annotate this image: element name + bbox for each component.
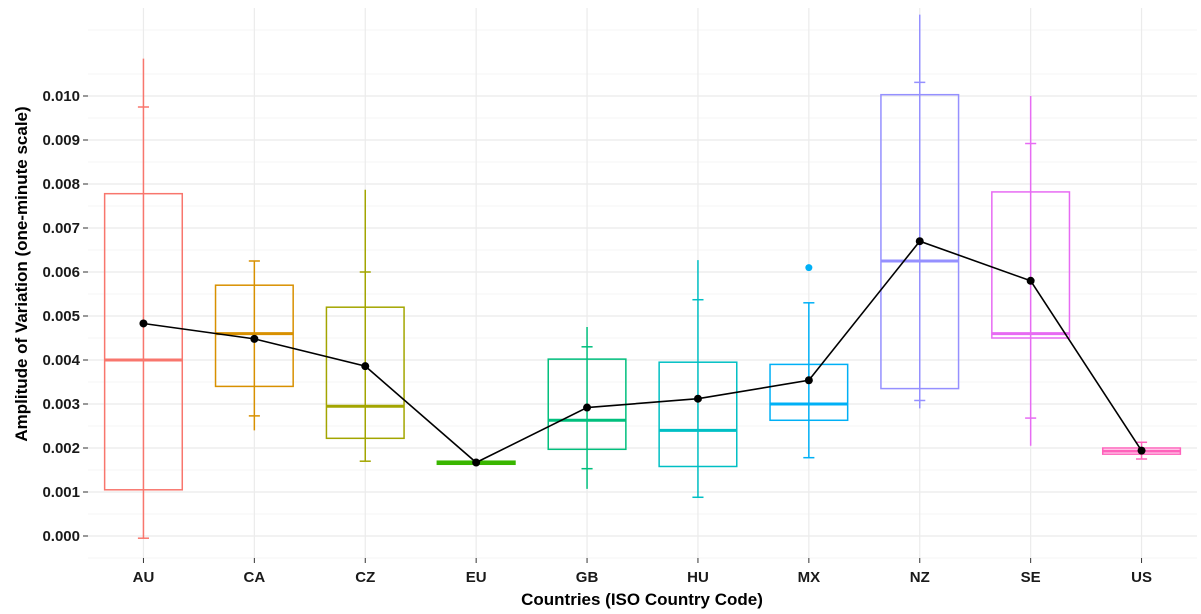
- x-tick-label: AU: [133, 569, 155, 586]
- y-tick-label: 0.010: [42, 88, 80, 105]
- y-tick-label: 0.001: [42, 484, 80, 501]
- box-mx: [769, 264, 849, 459]
- box-rect: [325, 306, 405, 440]
- y-tick-label: 0.007: [42, 220, 80, 237]
- box-rect: [769, 363, 849, 422]
- mean-point: [139, 319, 148, 328]
- y-tick-label: 0.004: [42, 352, 80, 369]
- mean-point: [361, 362, 370, 371]
- x-tick-label: US: [1131, 569, 1152, 586]
- box-hu: [658, 260, 738, 499]
- box-nz: [880, 14, 960, 409]
- box-se: [991, 96, 1071, 446]
- y-tick-label: 0.002: [42, 440, 80, 457]
- box-rect: [103, 192, 184, 491]
- mean-point: [1137, 446, 1146, 455]
- y-tick-label: 0.000: [42, 528, 80, 545]
- x-axis-title: Countries (ISO Country Code): [521, 590, 763, 609]
- boxes: [103, 14, 1182, 539]
- y-tick-label: 0.009: [42, 132, 80, 149]
- box-rect: [214, 284, 294, 388]
- box-cz: [325, 189, 405, 462]
- box-rect: [991, 191, 1071, 339]
- y-axis-title: Amplitude of Variation (one-minute scale…: [12, 106, 31, 441]
- mean-point: [1026, 276, 1035, 285]
- x-tick-label: SE: [1021, 569, 1041, 586]
- mean-line: [143, 240, 1143, 464]
- y-tick-label: 0.005: [42, 308, 80, 325]
- mean-point: [693, 394, 702, 403]
- x-tick-label: HU: [687, 569, 709, 586]
- x-tick-label: NZ: [910, 569, 930, 586]
- mean-point: [472, 458, 481, 467]
- mean-point: [583, 403, 592, 412]
- mean-point: [250, 334, 259, 343]
- x-tick-label: CA: [244, 569, 266, 586]
- mean-line-series: [139, 237, 1146, 467]
- mean-point: [915, 237, 924, 246]
- y-tick-label: 0.006: [42, 264, 80, 281]
- box-rect: [880, 93, 960, 390]
- x-axis-ticks: AU CA CZ EU GB HU MX NZ SE US: [133, 558, 1152, 586]
- outlier-point: [805, 264, 813, 272]
- x-tick-label: CZ: [355, 569, 375, 586]
- y-tick-label: 0.003: [42, 396, 80, 413]
- y-tick-label: 0.008: [42, 176, 80, 193]
- box-au: [103, 58, 184, 539]
- mean-point: [804, 376, 813, 385]
- box-rect: [658, 361, 738, 468]
- box-ca: [214, 260, 294, 431]
- x-tick-label: GB: [576, 569, 599, 586]
- x-tick-label: MX: [798, 569, 821, 586]
- x-tick-label: EU: [466, 569, 487, 586]
- y-axis-ticks: 0.000 0.001 0.002 0.003 0.004 0.005 0.006 0.007…: [42, 88, 88, 545]
